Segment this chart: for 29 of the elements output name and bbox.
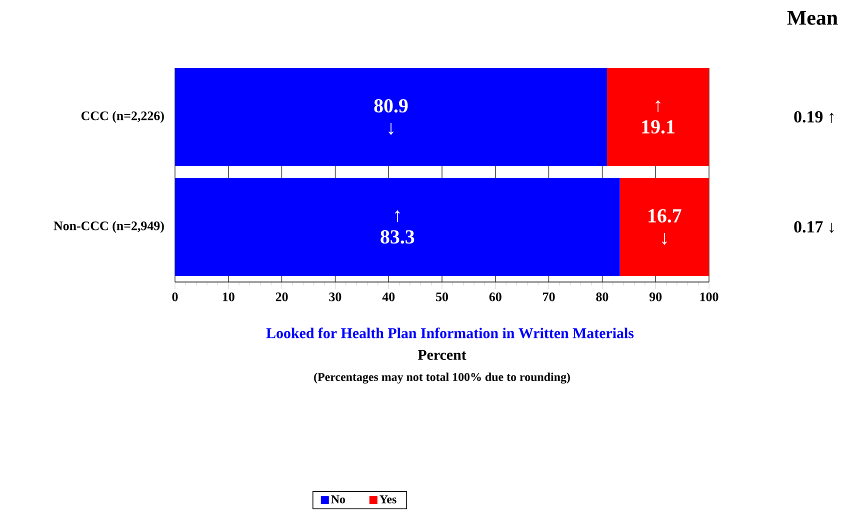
legend-label: Yes [380,495,396,504]
data-label: 80.9 ↓ [374,99,408,135]
x-tick-label: 20 [276,292,288,302]
x-tick-label: 40 [382,292,395,302]
x-tick-label: 90 [649,292,662,302]
x-axis-title: Percent [418,350,466,360]
text: 0.17 ↓ [794,221,834,233]
x-tick-label: 70 [543,292,555,302]
x-tick-label: 60 [489,292,502,302]
x-tick-label: 100 [700,292,718,302]
y-tick-label: CCC (n=2,226) [81,111,164,123]
data-label: ↑ 83.3 [380,210,414,244]
legend-label: No [331,495,346,504]
x-tick-label: 80 [596,292,608,302]
text: 0.19 ↑ [794,111,834,123]
data-label: ↑ 19.1 [642,100,674,134]
bar [620,178,710,276]
x-tick-label: 30 [329,292,342,302]
text: Looked for Health Plan Information in Written Materials [266,328,634,338]
bar [175,178,620,276]
text: Mean [787,10,838,25]
x-tick-label: 10 [222,292,234,302]
data-label: 16.7 ↓ [648,209,682,245]
text: (Percentages may not total 100% due to rounding) [314,372,570,384]
y-tick-label: Non-CCC (n=2,949) [54,221,164,233]
x-tick-label: 50 [436,292,448,302]
bar [607,68,710,166]
x-tick-label: 0 [172,292,178,302]
bar [175,68,608,166]
